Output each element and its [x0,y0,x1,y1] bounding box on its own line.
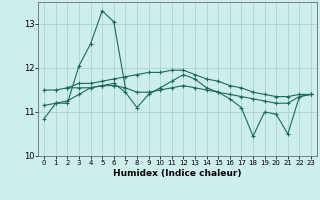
X-axis label: Humidex (Indice chaleur): Humidex (Indice chaleur) [113,169,242,178]
